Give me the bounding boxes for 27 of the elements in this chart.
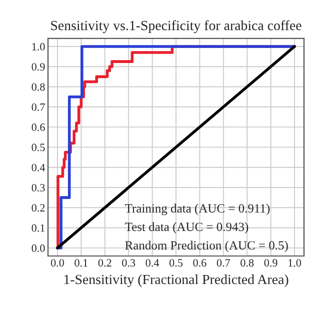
x-tick-label: 0.6 xyxy=(193,259,206,267)
x-tick-label: 0.9 xyxy=(264,259,278,267)
y-tick-label: 0.3 xyxy=(32,184,45,192)
x-tick-label: 0.3 xyxy=(122,259,136,267)
x-tick-label: 0.4 xyxy=(146,259,160,267)
chart-title: Sensitivity vs.1-Specificity for arabica coffee xyxy=(51,20,302,34)
y-tick-label: 1.0 xyxy=(32,42,45,50)
x-tick-label: 0.5 xyxy=(169,259,183,267)
y-tick-label: 0.0 xyxy=(32,244,45,252)
x-axis-title: 1-Sensitivity (Fractional Predicted Area) xyxy=(64,274,288,288)
x-tick-label: 0.8 xyxy=(240,259,254,267)
y-tick-label: 0.1 xyxy=(32,224,45,232)
y-tick-label: 0.4 xyxy=(32,164,46,172)
y-tick-label: 0.2 xyxy=(32,204,45,212)
x-tick-label: 0.7 xyxy=(216,259,230,267)
x-tick-label: 0.1 xyxy=(74,259,88,267)
annotation: Training data (AUC = 0.911) xyxy=(125,204,270,216)
y-tick-label: 0.7 xyxy=(32,103,45,111)
annotation: Random Prediction (AUC = 0.5) xyxy=(125,240,288,252)
y-tick-label: 0.5 xyxy=(32,144,45,152)
x-tick-label: 0.0 xyxy=(50,259,64,267)
y-tick-label: 0.6 xyxy=(32,124,45,132)
y-tick-label: 0.9 xyxy=(32,63,45,71)
x-tick-label: 0.2 xyxy=(98,259,112,267)
annotation: Test data (AUC = 0.943) xyxy=(125,222,248,234)
y-tick-label: 0.8 xyxy=(32,83,45,91)
x-tick-label: 1.0 xyxy=(288,259,302,267)
